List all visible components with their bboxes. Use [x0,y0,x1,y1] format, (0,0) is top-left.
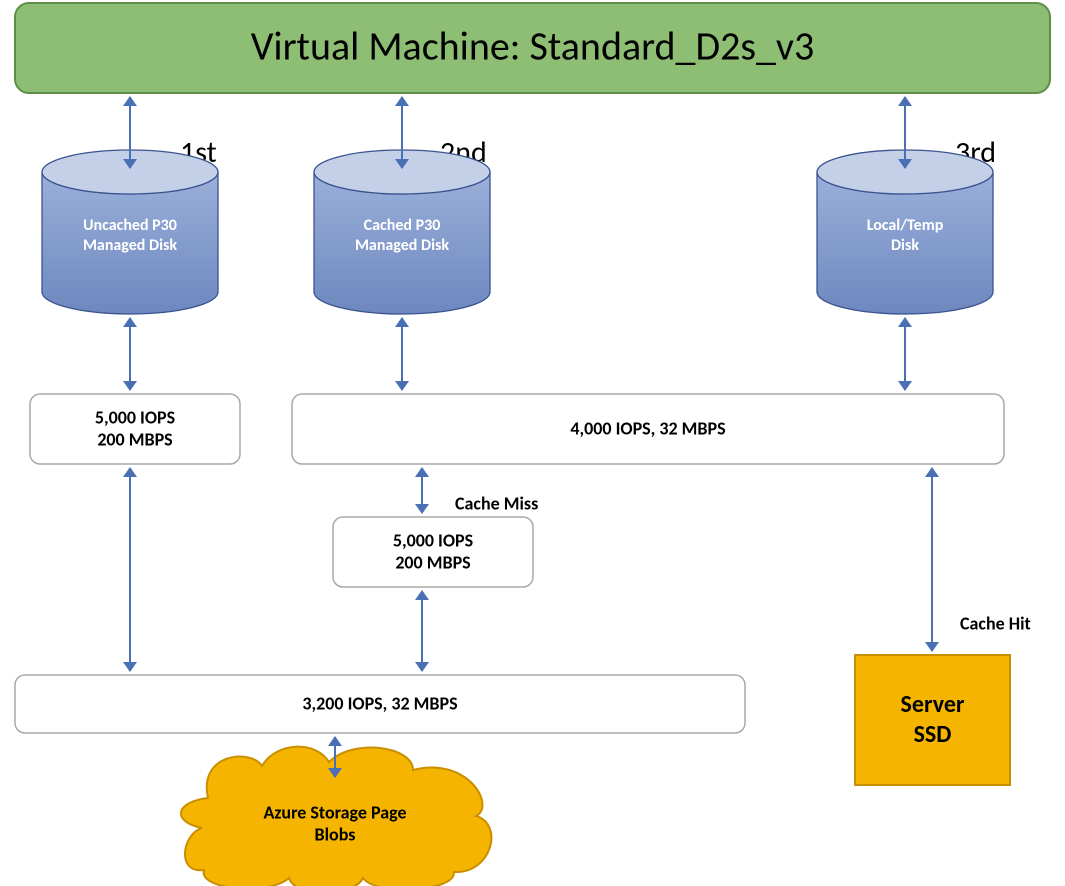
flow-label: Cache Miss [455,492,538,514]
vm-box: Virtual Machine: Standard_D2s_v3 [15,3,1050,93]
disk-label: Local/Temp [867,216,944,235]
cached-disk: Cached P30Managed Disk [314,150,490,314]
disk-label: Uncached P30 [83,216,177,235]
local-disk: Local/TempDisk [817,150,993,314]
box-4000: 4,000 IOPS, 32 MBPS [292,394,1004,464]
box-3200: 3,200 IOPS, 32 MBPS [15,675,745,733]
iops-label: 3,200 IOPS, 32 MBPS [302,692,457,714]
vm-title: Virtual Machine: Standard_D2s_v3 [251,22,815,71]
disk-label: Managed Disk [355,236,449,255]
cloud-label: Blobs [315,823,356,845]
disk-label: Managed Disk [83,236,177,255]
server-ssd-label: SSD [914,720,952,749]
iops-label: 200 MBPS [395,551,470,573]
box-5000-2: 5,000 IOPS200 MBPS [333,517,533,587]
iops-label: 4,000 IOPS, 32 MBPS [570,417,725,439]
disk-label: Disk [891,236,919,255]
disk-label: Cached P30 [364,216,441,235]
iops-label: 5,000 IOPS [393,529,473,551]
uncached-disk: Uncached P30Managed Disk [42,150,218,314]
server-ssd-label: Server [901,690,965,719]
cloud-label: Azure Storage Page [263,801,406,823]
server-ssd: ServerSSD [855,655,1010,785]
iops-label: 200 MBPS [97,428,172,450]
iops-label: 5,000 IOPS [95,406,175,428]
box-5000-1: 5,000 IOPS200 MBPS [30,394,240,464]
flow-label: Cache Hit [960,612,1031,634]
azure-storage-cloud: Azure Storage PageBlobs [181,747,491,886]
